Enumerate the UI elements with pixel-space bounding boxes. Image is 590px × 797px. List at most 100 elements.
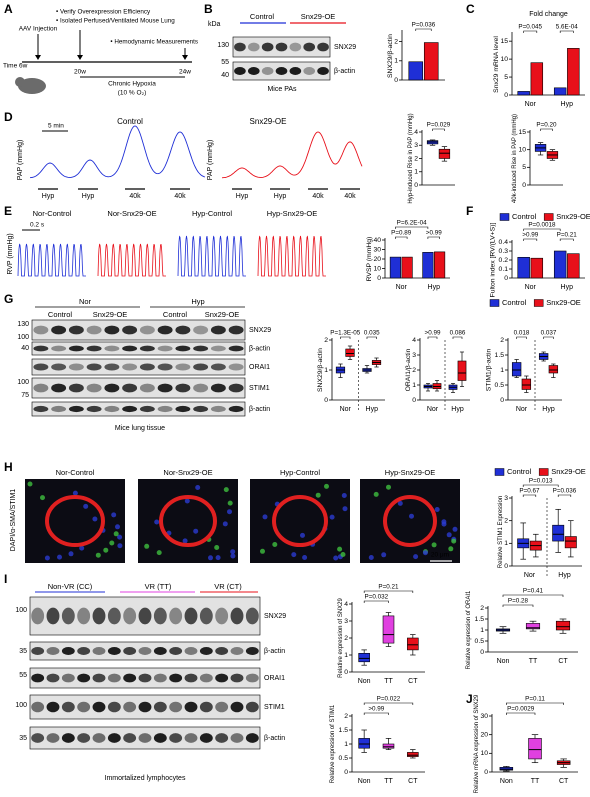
bracket bbox=[523, 238, 538, 241]
label: 40k bbox=[312, 193, 324, 200]
box bbox=[407, 752, 419, 757]
blot-band bbox=[138, 701, 152, 713]
label: Snx29-OE bbox=[93, 310, 128, 319]
blot-band bbox=[228, 383, 244, 393]
label: DAPI/α-SMA/STIM1 bbox=[10, 489, 17, 551]
blot-band bbox=[153, 733, 167, 743]
box bbox=[358, 738, 370, 749]
label: β-actin bbox=[264, 735, 285, 742]
bar bbox=[567, 253, 580, 279]
nucleus bbox=[57, 554, 62, 560]
bracket bbox=[522, 494, 537, 497]
label: 35 bbox=[19, 648, 27, 655]
label: 40k bbox=[129, 193, 141, 200]
p-value: P=0.28 bbox=[508, 598, 529, 605]
blot-band bbox=[230, 733, 244, 743]
box bbox=[564, 536, 577, 549]
y-tick-label: 1 bbox=[344, 652, 348, 659]
pressure-trace bbox=[29, 125, 206, 179]
label: 5 min bbox=[48, 123, 64, 130]
y-axis-label: Relative STIM1 Expression bbox=[498, 496, 504, 568]
label: β-actin bbox=[249, 406, 270, 413]
y-tick-label: 10 bbox=[373, 265, 381, 272]
y-tick-label: 1 bbox=[344, 741, 348, 748]
blot-band bbox=[199, 733, 213, 743]
y-tick-label: 10 bbox=[500, 56, 508, 63]
y-tick-label: 0 bbox=[344, 669, 348, 676]
blot-band bbox=[77, 673, 91, 683]
label: Nor bbox=[79, 297, 92, 306]
p-value: P=6.2E-04 bbox=[397, 220, 427, 227]
bar bbox=[423, 42, 439, 81]
blot-band bbox=[169, 733, 183, 743]
nucleus bbox=[44, 555, 50, 561]
blot-band bbox=[51, 363, 67, 371]
bracket bbox=[557, 494, 572, 497]
nucleus bbox=[451, 538, 457, 544]
nucleus bbox=[193, 528, 199, 534]
y-tick-label: 0 bbox=[504, 563, 508, 570]
label: 55 bbox=[221, 59, 229, 66]
y-tick-label: 0 bbox=[504, 92, 508, 99]
panel-letter: D bbox=[4, 110, 13, 124]
x-tick-label: Nor bbox=[427, 406, 439, 413]
y-tick-label: 20 bbox=[480, 731, 488, 738]
blot-band bbox=[61, 733, 75, 743]
blot-band bbox=[228, 325, 244, 335]
p-value: 0.035 bbox=[364, 330, 380, 337]
nucleus bbox=[302, 555, 308, 560]
blot-band bbox=[68, 405, 84, 413]
x-tick-label: Hyp bbox=[542, 406, 555, 413]
y-axis-label: Snx29 mRNA level bbox=[493, 36, 500, 93]
legend-swatch bbox=[538, 468, 549, 476]
blot-band bbox=[92, 733, 106, 743]
bar bbox=[422, 252, 434, 279]
blot-band bbox=[234, 42, 246, 52]
nucleus bbox=[214, 545, 220, 550]
blot bbox=[31, 319, 246, 341]
blot-band bbox=[245, 701, 259, 713]
nucleus bbox=[92, 516, 98, 522]
blot-band bbox=[230, 607, 244, 625]
blot-band bbox=[33, 383, 49, 393]
blot-band bbox=[317, 42, 329, 52]
nucleus bbox=[341, 493, 347, 498]
nucleus bbox=[381, 552, 387, 558]
x-tick-label: TT bbox=[384, 778, 393, 785]
blot-band bbox=[210, 345, 226, 352]
y-axis-label: Hyp-induced Rise in PAP (mmHg) bbox=[408, 113, 414, 203]
p-value: P=1.3E-05 bbox=[330, 330, 360, 337]
nucleus bbox=[413, 554, 419, 560]
y-tick-label: 0 bbox=[500, 397, 504, 404]
y-tick-label: 0.3 bbox=[499, 248, 509, 255]
y-tick-label: 2 bbox=[344, 713, 348, 720]
blot-band bbox=[261, 67, 274, 75]
label: Hyp bbox=[42, 193, 55, 200]
x-tick-label: Non bbox=[358, 778, 371, 785]
y-tick-label: 1 bbox=[394, 58, 398, 65]
label: (10 % O₂) bbox=[118, 90, 147, 97]
blot-band bbox=[193, 383, 209, 393]
blot-band bbox=[199, 701, 213, 713]
bracket bbox=[502, 594, 564, 597]
label: Control bbox=[48, 310, 73, 319]
bracket bbox=[523, 30, 538, 33]
blot-band bbox=[104, 325, 120, 335]
bracket bbox=[415, 28, 432, 31]
blot-band bbox=[139, 345, 155, 352]
blot-band bbox=[215, 733, 229, 743]
y-tick-label: 4 bbox=[344, 601, 348, 608]
nucleus bbox=[422, 550, 428, 556]
blot-band bbox=[92, 701, 106, 713]
y-axis-label: Relative expression of SNX29 bbox=[338, 597, 344, 677]
blot-band bbox=[247, 42, 260, 52]
nucleus bbox=[154, 519, 160, 525]
bracket bbox=[366, 336, 377, 339]
p-value: P=0.0029 bbox=[507, 706, 535, 713]
x-tick-label: Hyp bbox=[561, 284, 574, 291]
nucleus bbox=[452, 526, 458, 532]
nucleus bbox=[315, 492, 321, 498]
p-value: P=0.022 bbox=[377, 696, 401, 703]
nucleus bbox=[260, 548, 265, 554]
label: • Hemodynamic Measurements bbox=[110, 39, 198, 46]
